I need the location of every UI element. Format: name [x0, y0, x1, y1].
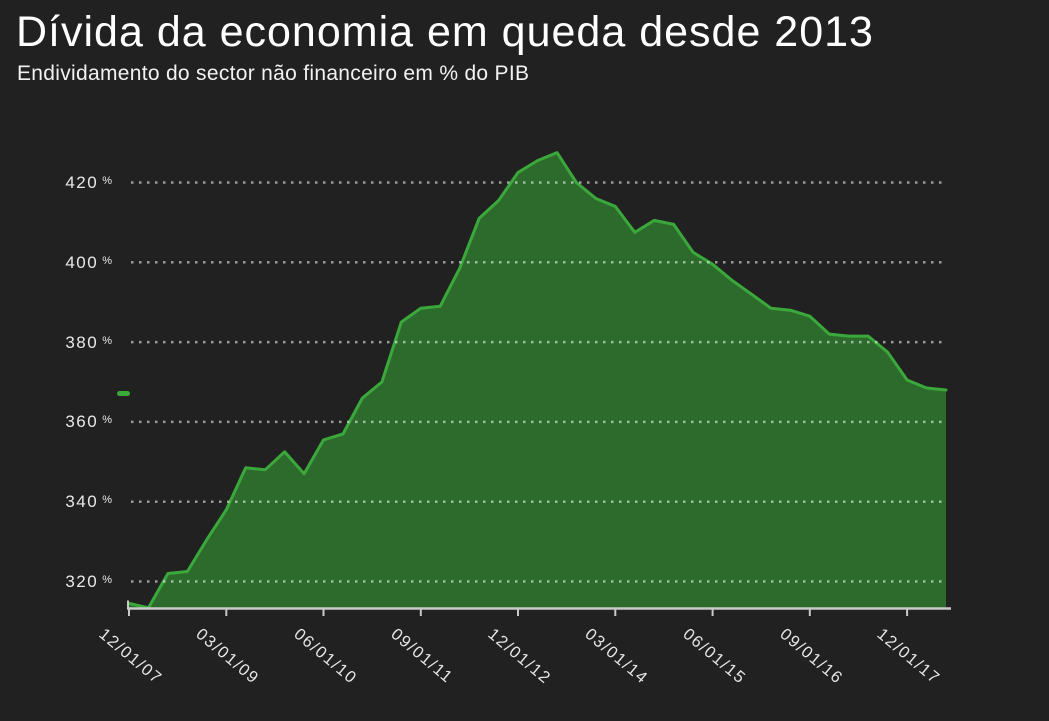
y-tick-label: 420%: [22, 174, 112, 194]
y-tick-value: 340: [65, 492, 99, 511]
percent-sign: %: [102, 335, 112, 347]
y-tick-value: 420: [65, 173, 99, 192]
chart-title: Dívida da economia em queda desde 2013: [16, 8, 874, 56]
y-tick-label: 340%: [22, 493, 112, 513]
y-tick-value: 400: [65, 253, 99, 272]
percent-sign: %: [102, 255, 112, 267]
series-legend-swatch: [117, 391, 130, 396]
percent-sign: %: [102, 494, 112, 506]
percent-sign: %: [102, 574, 112, 586]
y-tick-label: 400%: [22, 254, 112, 274]
y-tick-value: 360: [65, 412, 99, 431]
area-fill: [129, 152, 946, 609]
percent-sign: %: [102, 414, 112, 426]
y-tick-value: 320: [65, 572, 99, 591]
series-line: [127, 151, 948, 610]
percent-sign: %: [102, 175, 112, 187]
y-tick-label: 320%: [22, 573, 112, 593]
y-tick-label: 380%: [22, 334, 112, 354]
chart-subtitle: Endividamento do sector não financeiro e…: [17, 62, 530, 85]
y-tick-value: 380: [65, 333, 99, 352]
y-tick-label: 360%: [22, 413, 112, 433]
